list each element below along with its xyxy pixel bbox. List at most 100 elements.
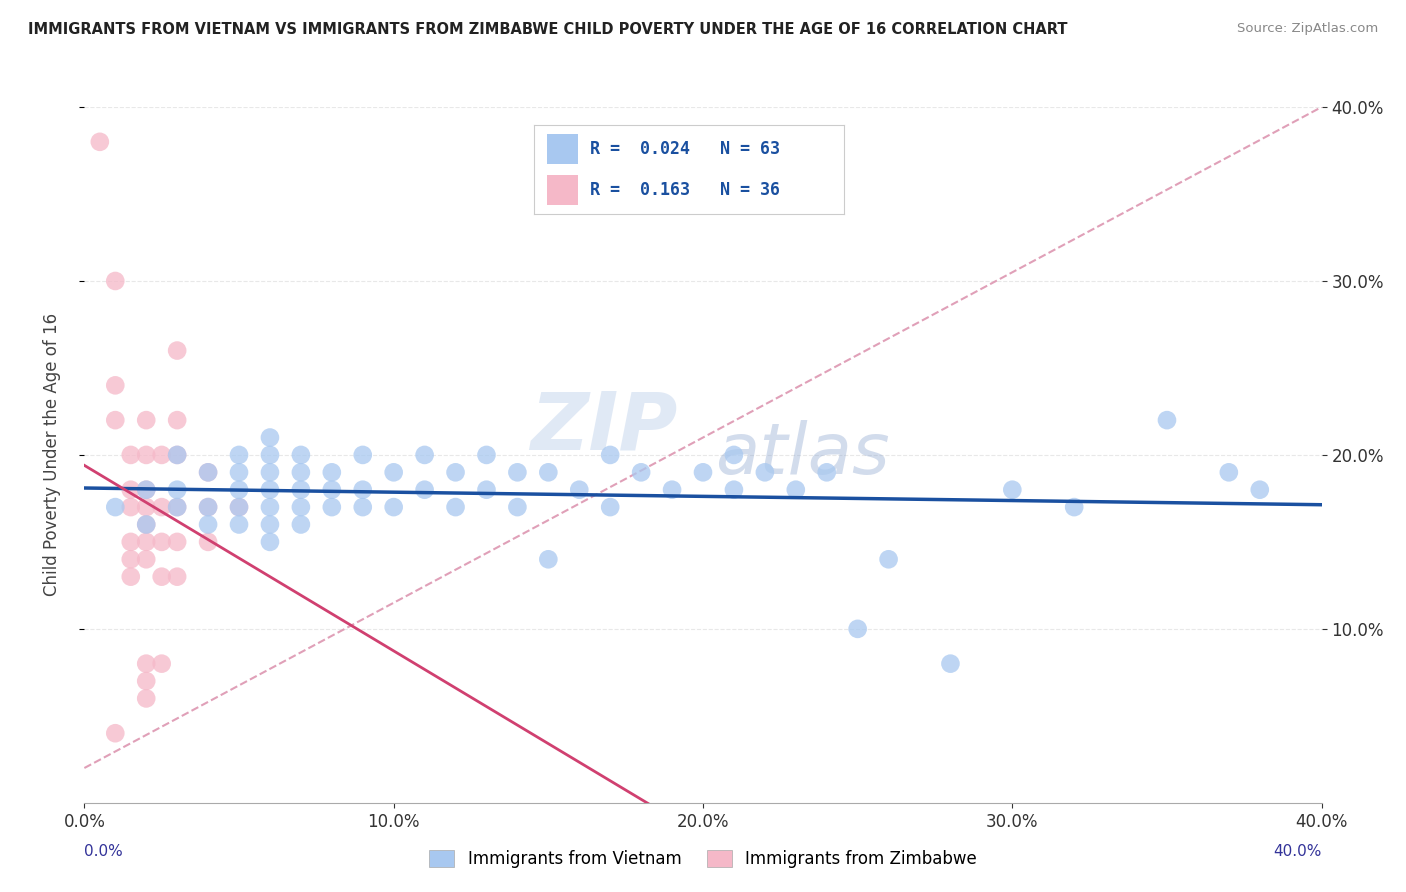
Point (599, 500, 621, 514)
Point (259, 431, 281, 445)
Text: R =  0.163   N = 36: R = 0.163 N = 36 (591, 181, 780, 199)
Point (135, 483, 157, 497)
Point (1063, 500, 1085, 514)
Point (321, 466, 343, 480)
Point (135, 517, 157, 532)
Point (506, 500, 529, 514)
Point (197, 500, 219, 514)
Point (1156, 413, 1178, 427)
Point (120, 570, 142, 584)
Point (120, 534, 142, 549)
Point (135, 448, 157, 462)
Point (197, 517, 219, 532)
Point (89, 135, 111, 149)
Point (290, 517, 312, 532)
Point (723, 483, 745, 497)
Point (661, 483, 683, 497)
Text: ZIP: ZIP (530, 388, 678, 467)
Text: atlas: atlas (714, 420, 889, 490)
Text: 40.0%: 40.0% (1274, 845, 1322, 859)
Point (166, 448, 188, 462)
Point (166, 500, 188, 514)
Point (135, 657, 157, 671)
Text: R =  0.024   N = 63: R = 0.024 N = 63 (591, 140, 780, 158)
Text: IMMIGRANTS FROM VIETNAM VS IMMIGRANTS FROM ZIMBABWE CHILD POVERTY UNDER THE AGE : IMMIGRANTS FROM VIETNAM VS IMMIGRANTS FR… (28, 22, 1067, 37)
Point (120, 552, 142, 566)
Point (135, 534, 157, 549)
Point (290, 483, 312, 497)
Point (444, 500, 467, 514)
Point (352, 500, 374, 514)
Point (166, 483, 188, 497)
Point (568, 483, 591, 497)
Point (754, 466, 776, 480)
Point (259, 500, 281, 514)
Point (135, 413, 157, 427)
Legend: Immigrants from Vietnam, Immigrants from Zimbabwe: Immigrants from Vietnam, Immigrants from… (423, 843, 983, 875)
Point (723, 448, 745, 462)
Point (228, 517, 250, 532)
FancyBboxPatch shape (547, 175, 578, 205)
Point (259, 517, 281, 532)
Text: Source: ZipAtlas.com: Source: ZipAtlas.com (1237, 22, 1378, 36)
Point (259, 483, 281, 497)
Point (846, 622, 869, 636)
Point (290, 448, 312, 462)
Point (537, 466, 560, 480)
Point (382, 466, 405, 480)
Point (197, 466, 219, 480)
Point (382, 500, 405, 514)
Point (321, 500, 343, 514)
Point (150, 570, 173, 584)
Point (120, 448, 142, 462)
Point (135, 517, 157, 532)
Point (166, 343, 188, 358)
Point (259, 466, 281, 480)
Point (104, 500, 127, 514)
Point (321, 483, 343, 497)
Point (599, 448, 621, 462)
Point (259, 448, 281, 462)
Point (166, 534, 188, 549)
Point (166, 500, 188, 514)
Point (135, 674, 157, 689)
Point (475, 483, 498, 497)
Point (135, 691, 157, 706)
Point (475, 448, 498, 462)
Point (228, 483, 250, 497)
Point (150, 500, 173, 514)
Point (197, 466, 219, 480)
Point (413, 448, 436, 462)
Y-axis label: Child Poverty Under the Age of 16: Child Poverty Under the Age of 16 (42, 313, 60, 597)
Point (150, 534, 173, 549)
Point (228, 466, 250, 480)
Point (630, 466, 652, 480)
Point (1249, 483, 1271, 497)
Point (290, 466, 312, 480)
Point (228, 448, 250, 462)
Point (166, 570, 188, 584)
Point (166, 413, 188, 427)
Point (135, 483, 157, 497)
Point (228, 500, 250, 514)
Point (166, 448, 188, 462)
Point (785, 483, 807, 497)
Point (537, 552, 560, 566)
Point (290, 500, 312, 514)
Point (259, 534, 281, 549)
Point (1001, 483, 1024, 497)
Point (506, 466, 529, 480)
Point (352, 483, 374, 497)
Point (104, 378, 127, 392)
Text: 0.0%: 0.0% (84, 845, 124, 859)
Point (197, 500, 219, 514)
FancyBboxPatch shape (547, 134, 578, 164)
Point (228, 500, 250, 514)
Point (120, 483, 142, 497)
Point (939, 657, 962, 671)
Point (444, 466, 467, 480)
Point (104, 726, 127, 740)
Point (352, 448, 374, 462)
Point (150, 657, 173, 671)
Point (877, 552, 900, 566)
